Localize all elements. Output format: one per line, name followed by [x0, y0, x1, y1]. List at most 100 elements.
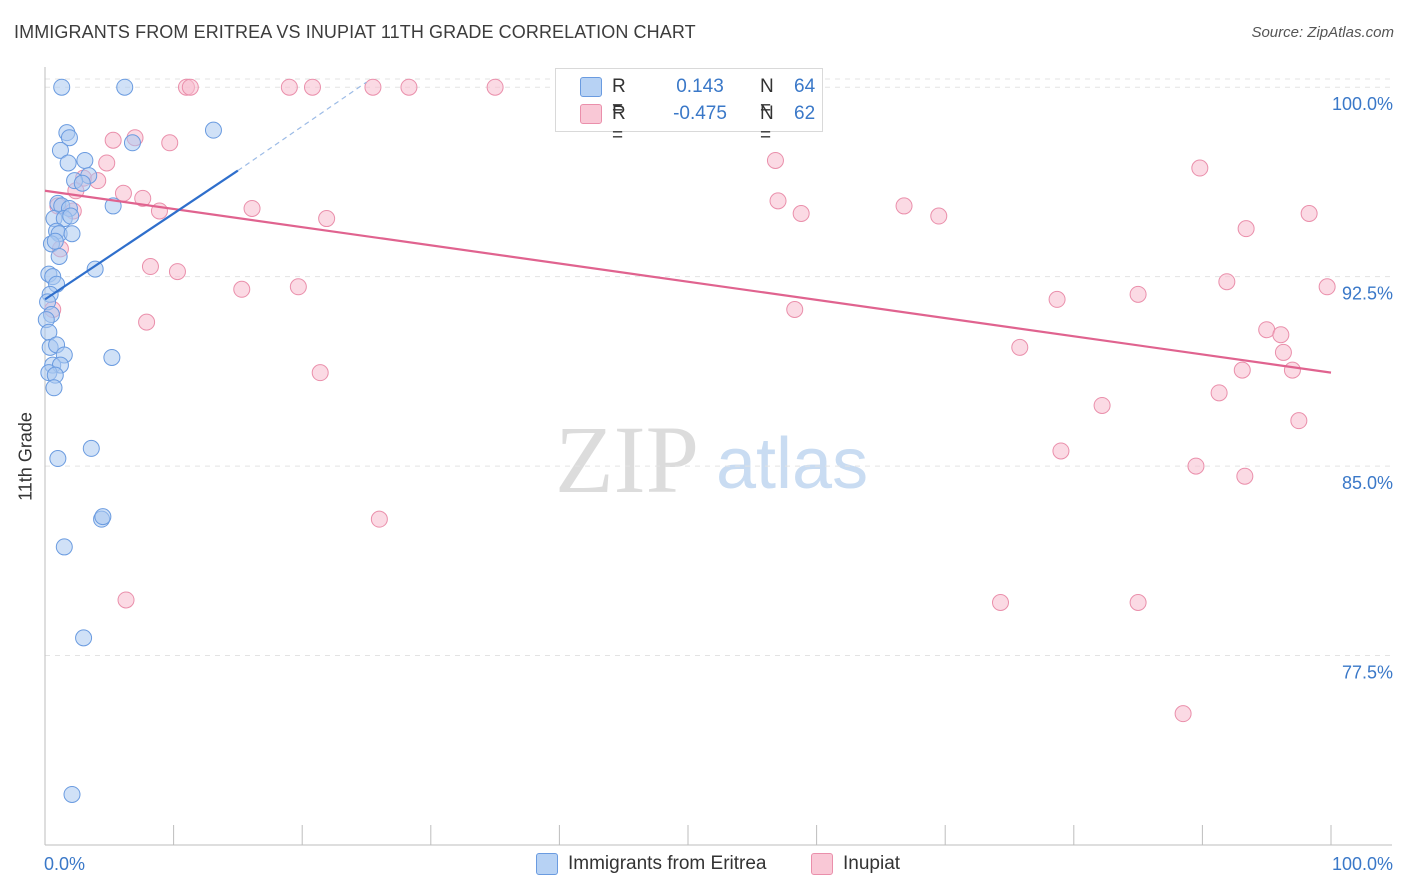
legend-r-label: R = — [612, 103, 626, 146]
eritrea-point — [51, 141, 69, 159]
legend-r-value: 0.143 — [676, 76, 724, 97]
inupiat-point — [1283, 361, 1301, 379]
inupiat-point — [303, 78, 321, 96]
eritrea-point — [86, 260, 104, 278]
eritrea-trend-line — [44, 169, 239, 301]
inupiat-point — [1237, 220, 1255, 238]
inupiat-point — [1218, 273, 1236, 291]
y-tick-label: 85.0% — [1342, 473, 1393, 493]
inupiat-point — [141, 258, 159, 276]
inupiat-point — [318, 210, 336, 228]
inupiat-point — [786, 300, 804, 318]
inupiat-point — [766, 151, 784, 169]
eritrea-point — [59, 154, 77, 172]
inupiat-point — [168, 263, 186, 281]
inupiat-point — [1011, 338, 1029, 356]
inupiat-point — [1191, 159, 1209, 177]
eritrea-point — [60, 129, 78, 147]
inupiat-point — [138, 313, 156, 331]
inupiat-point — [117, 591, 135, 609]
eritrea-point — [116, 78, 134, 96]
y-tick-label: 77.5% — [1342, 663, 1393, 683]
inupiat-point — [311, 364, 329, 382]
bottom-legend-swatch-blue — [536, 853, 558, 875]
eritrea-point — [123, 134, 141, 152]
inupiat-point — [280, 78, 298, 96]
eritrea-point — [55, 538, 73, 556]
eritrea-point — [73, 174, 91, 192]
inupiat-point — [233, 280, 251, 298]
inupiat-point — [364, 78, 382, 96]
inupiat-point — [289, 278, 307, 296]
inupiat-point — [1233, 361, 1251, 379]
x-tick-label-max: 100.0% — [1332, 854, 1393, 874]
eritrea-point — [63, 785, 81, 803]
inupiat-point — [1236, 467, 1254, 485]
inupiat-point — [104, 131, 122, 149]
eritrea-point — [204, 121, 222, 139]
eritrea-point — [76, 151, 94, 169]
inupiat-point — [769, 192, 787, 210]
source-credit: Source: ZipAtlas.com — [1251, 24, 1394, 41]
eritrea-point — [53, 78, 71, 96]
legend-n-label: N = — [760, 76, 774, 119]
eritrea-point — [94, 508, 112, 526]
inupiat-point — [161, 134, 179, 152]
inupiat-point — [1129, 285, 1147, 303]
inupiat-point — [134, 189, 152, 207]
watermark-zip: ZIP — [555, 406, 699, 513]
inupiat-point — [1300, 205, 1318, 223]
eritrea-point — [75, 629, 93, 647]
legend-n-label: N = — [760, 103, 774, 146]
eritrea-point — [45, 379, 63, 397]
inupiat-point — [991, 594, 1009, 612]
y-tick-label: 92.5% — [1342, 284, 1393, 304]
eritrea-trend-extension — [237, 81, 367, 172]
inupiat-point — [895, 197, 913, 215]
inupiat-point — [243, 199, 261, 217]
inupiat-point — [181, 78, 199, 96]
inupiat-point — [1048, 290, 1066, 308]
inupiat-point — [1272, 326, 1290, 344]
eritrea-point — [50, 247, 68, 265]
inupiat-point — [930, 207, 948, 225]
inupiat-point — [98, 154, 116, 172]
inupiat-point — [1318, 278, 1336, 296]
chart-title: IMMIGRANTS FROM ERITREA VS INUPIAT 11TH … — [14, 22, 696, 42]
bottom-legend-swatch-pink — [811, 853, 833, 875]
legend-r-value: -0.475 — [673, 103, 727, 124]
legend-n-value: 62 — [794, 103, 816, 124]
legend: R = 0.143 N = 64 R = -0.475 N = 62 — [555, 68, 823, 146]
inupiat-point — [1210, 384, 1228, 402]
eritrea-point — [82, 439, 100, 457]
inupiat-point — [1187, 457, 1205, 475]
x-tick-label-min: 0.0% — [44, 854, 85, 874]
legend-swatch-blue — [580, 77, 602, 97]
y-tick-label: 100.0% — [1332, 94, 1393, 114]
inupiat-point — [1129, 594, 1147, 612]
watermark-atlas: atlas — [716, 424, 868, 504]
eritrea-point — [46, 232, 64, 250]
y-axis-label: 11th Grade — [15, 412, 36, 501]
inupiat-point — [1174, 705, 1192, 723]
legend-r-label: R = — [612, 76, 626, 119]
inupiat-point — [486, 78, 504, 96]
legend-swatch-pink — [580, 104, 602, 124]
eritrea-point — [103, 348, 121, 366]
eritrea-point — [49, 450, 67, 468]
legend-n-value: 64 — [794, 76, 816, 97]
y-axis-label-wrap: 11th Grade — [6, 400, 46, 520]
inupiat-trend-line — [44, 189, 1332, 374]
inupiat-point — [1093, 396, 1111, 414]
inupiat-point — [400, 78, 418, 96]
inupiat-point — [1052, 442, 1070, 460]
eritrea-point — [63, 225, 81, 243]
bottom-legend-label: Inupiat — [843, 853, 901, 874]
inupiat-point — [792, 205, 810, 223]
inupiat-point — [1258, 321, 1276, 339]
inupiat-point — [1274, 343, 1292, 361]
bottom-legend-label: Immigrants from Eritrea — [568, 853, 767, 874]
inupiat-point — [370, 510, 388, 528]
inupiat-point — [1290, 412, 1308, 430]
